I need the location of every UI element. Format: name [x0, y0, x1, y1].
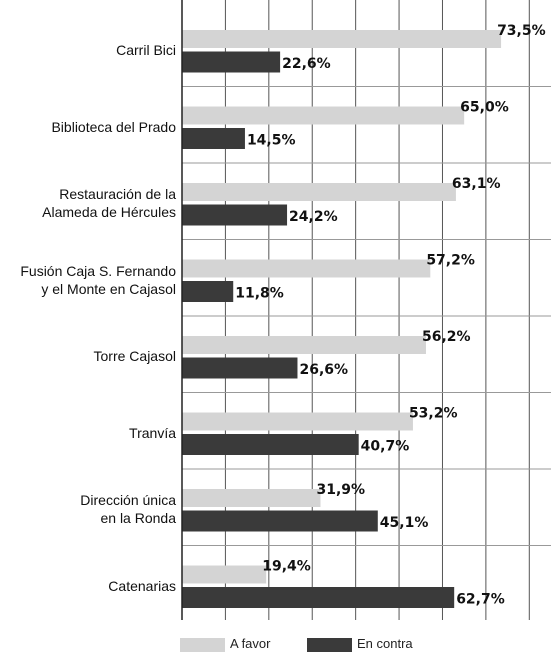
bar [182, 565, 267, 584]
category-label: Dirección única en la Ronda [80, 492, 176, 526]
value-label: 19,4% [262, 559, 311, 575]
category-label: Fusión Caja S. Fernando y el Monte en Ca… [20, 262, 176, 297]
value-label: 53,2% [409, 406, 458, 422]
category-label: Torre Cajasol [93, 348, 176, 364]
legend-swatch [307, 638, 352, 652]
value-label: 73,5% [497, 23, 546, 39]
value-label: 22,6% [282, 56, 331, 72]
bar [182, 51, 281, 73]
value-label: 40,7% [361, 439, 410, 455]
legend-label: En contra [357, 636, 413, 651]
bar [182, 128, 245, 149]
bar [182, 259, 431, 278]
bar [182, 412, 413, 431]
category-label: Carril Bici [116, 42, 176, 58]
value-label: 31,9% [316, 482, 365, 498]
bar [182, 336, 426, 354]
category-label: Catenarias [108, 577, 176, 594]
category-label: Tranvía [129, 424, 176, 441]
bar [182, 357, 298, 379]
bar [182, 281, 234, 302]
bar [182, 510, 378, 532]
bar [182, 204, 288, 226]
value-label: 63,1% [452, 176, 501, 192]
bar [182, 489, 321, 507]
value-label: 57,2% [426, 253, 475, 269]
category-label: Restauración de la Alameda de Hércules [42, 186, 176, 220]
bar [182, 30, 502, 48]
value-label: 65,0% [460, 100, 509, 116]
legend-label: A favor [230, 636, 271, 651]
value-label: 45,1% [380, 515, 429, 531]
value-label: 24,2% [289, 209, 338, 225]
value-label: 11,8% [235, 286, 284, 302]
category-label: Biblioteca del Prado [51, 118, 176, 135]
value-label: 26,6% [299, 362, 348, 378]
value-label: 62,7% [456, 592, 505, 608]
bar [182, 183, 456, 201]
bar [182, 587, 455, 608]
bar [182, 434, 359, 455]
bar [182, 106, 465, 125]
value-label: 14,5% [247, 133, 296, 149]
legend-swatch [180, 638, 225, 652]
value-label: 56,2% [422, 329, 471, 345]
